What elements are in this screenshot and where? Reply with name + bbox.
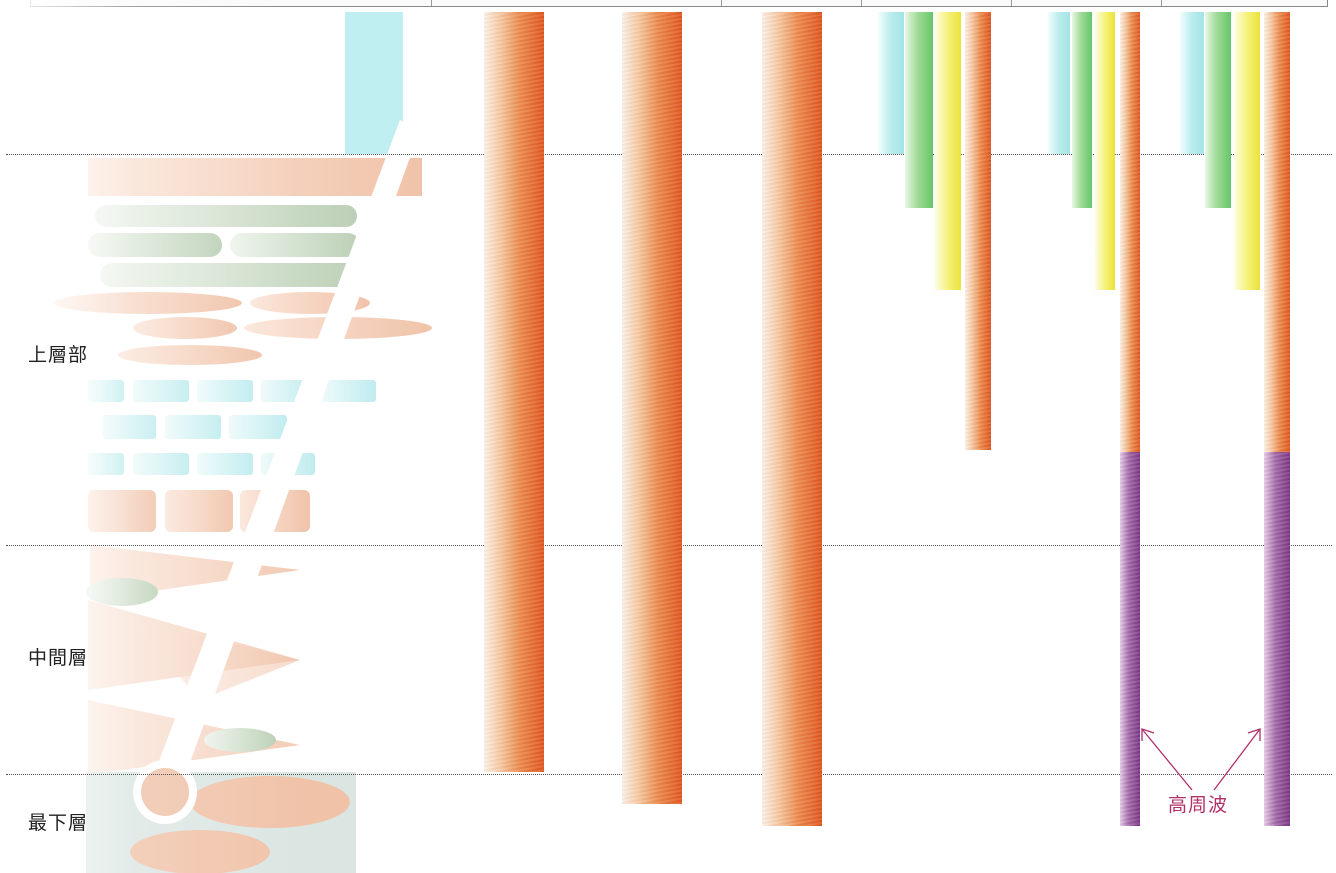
header-divider (1161, 0, 1162, 6)
layer-label-middle: 中間層 (28, 647, 89, 669)
header-divider (431, 0, 432, 6)
purple-high-frequency-bar (1264, 452, 1290, 826)
green-wavelength-bar (905, 12, 933, 208)
header-divider (861, 0, 862, 6)
orange-wavelength-bar (965, 12, 991, 450)
skin-cross-section-illustration (0, 0, 432, 873)
header-divider (721, 0, 722, 6)
orange-wavelength-bar (622, 12, 682, 804)
basal-cell (322, 380, 376, 402)
orange-wavelength-bar (1120, 12, 1140, 452)
cyan-wavelength-bar (1048, 12, 1070, 154)
orange-wavelength-bar (762, 12, 822, 826)
purple-high-frequency-bar (1120, 452, 1140, 826)
green-wavelength-bar (1072, 12, 1092, 208)
orange-wavelength-bar (1264, 12, 1290, 452)
stratum-top-strip (345, 12, 403, 154)
layer-label-bottom: 最下層 (28, 812, 89, 834)
illustration-haze (0, 0, 300, 873)
yellow-wavelength-bar (935, 12, 961, 290)
cyan-wavelength-bar (878, 12, 904, 154)
green-wavelength-bar (1205, 12, 1231, 208)
annotation-arrows (1141, 728, 1261, 791)
header-divider (1011, 0, 1012, 6)
cyan-wavelength-bar (1180, 12, 1204, 154)
yellow-wavelength-bar (1095, 12, 1115, 290)
high-frequency-label: 高周波 (1168, 794, 1229, 816)
orange-wavelength-bar (484, 12, 544, 772)
yellow-wavelength-bar (1234, 12, 1260, 290)
layer-label-upper: 上層部 (28, 344, 89, 366)
